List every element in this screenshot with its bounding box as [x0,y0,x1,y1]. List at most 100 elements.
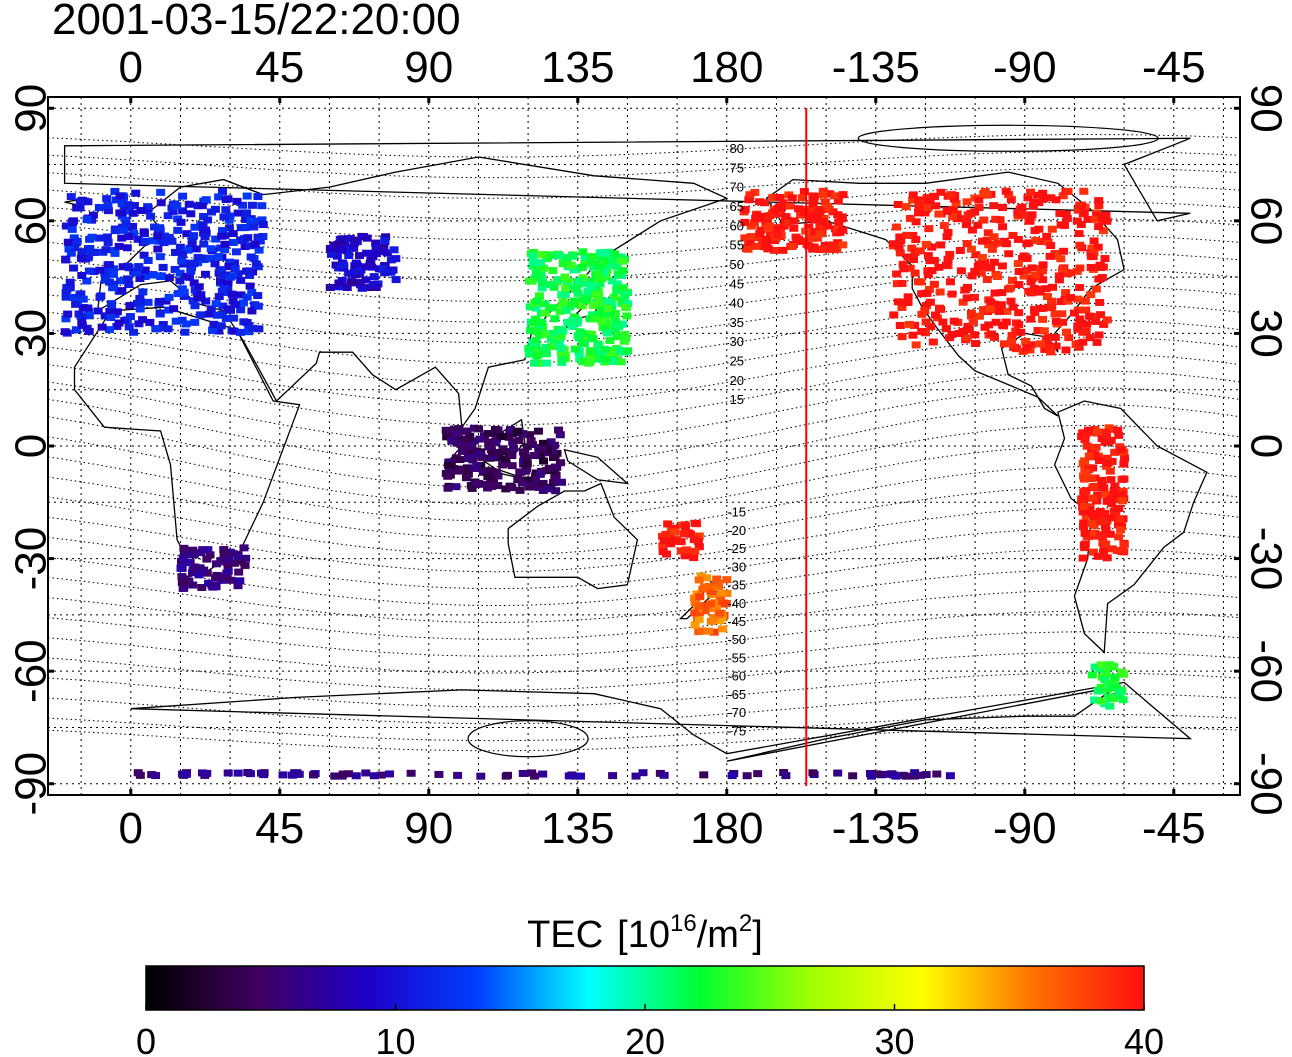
tec-cell [532,297,542,305]
mlat-contour [48,445,1240,522]
y-tick-label-right: -60 [1241,639,1290,703]
tec-cell [949,195,959,203]
tec-cell [218,302,228,310]
mlat-contour [48,302,1240,364]
tec-cell [763,245,773,253]
tec-cell [106,313,116,321]
tec-cell [1078,554,1088,562]
tec-cell [129,202,139,210]
tec-cell [214,193,224,201]
tec-cell [216,557,226,565]
tec-cell [243,769,253,777]
x-tick-label-top: 45 [255,43,304,92]
tec-cell [575,328,585,336]
tec-cell [1101,669,1111,677]
tec-cell [594,297,604,305]
tec-cell [963,211,973,219]
tec-cell [567,300,577,308]
tec-cell [110,187,120,195]
tec-cell [1077,497,1087,505]
mlat-label: -60 [727,669,746,684]
tec-cell [1102,459,1112,467]
tec-cell [233,209,243,217]
tec-cell [461,474,471,482]
tec-cell [217,576,227,584]
tec-cell [406,769,416,777]
tec-cell [594,310,604,318]
tec-cell [941,261,951,269]
tec-cell [962,198,972,206]
tec-cell [1105,467,1115,475]
tec-cell [971,251,981,259]
tec-cell [170,265,180,273]
coastline [507,482,639,590]
tec-cell [207,581,217,589]
tec-cell [218,227,228,235]
tec-cell [245,271,255,279]
tec-cell [706,588,716,596]
tec-cell [560,290,570,298]
tec-cell [1047,225,1057,233]
tec-cell [334,264,344,272]
tec-cell [594,342,604,350]
tec-cell [1114,515,1124,523]
tec-cell [659,771,669,779]
tec-cell [833,197,843,205]
tec-cell [218,271,228,279]
tec-cell [1066,269,1076,277]
tec-cell [908,231,918,239]
tec-cell [1112,546,1122,554]
tec-cell [1002,307,1012,315]
tec-cell [891,772,901,780]
tec-cell [695,608,705,616]
tec-cell [77,248,87,256]
y-tick-label-right: 60 [1241,196,1290,245]
tec-cell [616,253,626,261]
tec-cell [170,200,180,208]
tec-cell [809,192,819,200]
mlat-contour [48,150,1240,179]
tec-cell [524,277,534,285]
tec-cell [528,319,538,327]
tec-cell [97,323,107,331]
tec-cell [189,279,199,287]
tec-cell [235,328,245,336]
colorbar-tick-label: 30 [874,1021,914,1057]
tec-cell [612,263,622,271]
tec-cell [1115,688,1125,696]
tec-cell [785,202,795,210]
tec-cell [117,234,127,242]
tec-cell [205,310,215,318]
tec-cell [226,306,236,314]
tec-cell [230,301,240,309]
tec-cell [1057,310,1067,318]
tec-cell [1062,328,1072,336]
tec-cell [124,323,134,331]
tec-cell [749,219,759,227]
tec-cell [524,344,534,352]
tec-cell [75,198,85,206]
tec-cell [898,260,908,268]
tec-cell [834,218,844,226]
tec-cell [451,430,461,438]
tec-cell [982,276,992,284]
tec-cell [750,188,760,196]
tec-cell [202,555,212,563]
tec-cell [72,237,82,245]
tec-cell [676,547,686,555]
tec-cell [179,770,189,778]
x-tick-label-bottom: -90 [993,804,1057,853]
tec-cell [71,326,81,334]
tec-cell [921,771,931,779]
tec-cell [543,446,553,454]
tec-cell [1081,306,1091,314]
x-tick-label-bottom: 0 [119,804,143,853]
tec-cell [188,581,198,589]
tec-cell [108,270,118,278]
tec-cell [493,472,503,480]
tec-cell [712,575,722,583]
tec-cell [1106,514,1116,522]
tec-cell [251,260,261,268]
tec-cell [529,452,539,460]
tec-cell [1103,693,1113,701]
